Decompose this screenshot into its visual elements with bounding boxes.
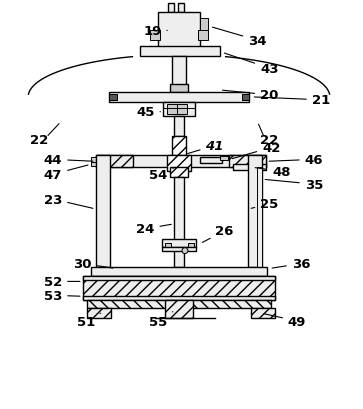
- Text: 54: 54: [149, 168, 175, 181]
- Bar: [109, 94, 117, 101]
- Text: 35: 35: [265, 178, 323, 191]
- Text: 45: 45: [136, 106, 160, 119]
- Text: 41: 41: [188, 139, 224, 154]
- Text: 20: 20: [223, 89, 278, 102]
- Bar: [200, 158, 222, 164]
- Bar: [170, 168, 188, 178]
- Text: 36: 36: [272, 257, 310, 270]
- Bar: [172, 136, 186, 158]
- Bar: [83, 297, 275, 301]
- Bar: [188, 243, 194, 247]
- Bar: [158, 13, 200, 49]
- Bar: [163, 103, 195, 117]
- Bar: [109, 92, 249, 103]
- Circle shape: [182, 248, 188, 254]
- Text: 19: 19: [143, 25, 167, 38]
- Bar: [174, 117, 184, 136]
- Text: 53: 53: [44, 289, 80, 302]
- Bar: [87, 308, 111, 318]
- Text: 52: 52: [44, 275, 80, 288]
- Bar: [140, 47, 220, 57]
- Text: 34: 34: [212, 28, 267, 47]
- Bar: [177, 105, 187, 115]
- Bar: [257, 168, 262, 267]
- Text: 30: 30: [74, 257, 113, 270]
- Bar: [165, 301, 193, 318]
- Bar: [165, 243, 171, 247]
- Text: 24: 24: [136, 223, 171, 236]
- Text: 44: 44: [44, 153, 93, 166]
- Bar: [249, 156, 262, 267]
- Text: 26: 26: [202, 225, 234, 243]
- Bar: [233, 165, 266, 171]
- Bar: [220, 157, 228, 161]
- Bar: [198, 31, 208, 41]
- Bar: [229, 156, 266, 168]
- Bar: [168, 4, 174, 13]
- Bar: [174, 178, 184, 267]
- Bar: [96, 156, 266, 168]
- Bar: [162, 239, 196, 247]
- Bar: [167, 156, 191, 172]
- Bar: [150, 31, 160, 41]
- Text: 48: 48: [255, 165, 290, 178]
- Bar: [200, 19, 208, 31]
- Text: 25: 25: [251, 198, 278, 211]
- Bar: [91, 267, 267, 277]
- Text: 47: 47: [44, 166, 88, 181]
- Text: 46: 46: [269, 153, 323, 166]
- Bar: [96, 156, 110, 267]
- Bar: [83, 277, 275, 281]
- Bar: [91, 158, 99, 164]
- Text: 22: 22: [260, 134, 278, 147]
- Bar: [252, 308, 275, 318]
- Bar: [87, 301, 271, 308]
- Bar: [172, 57, 186, 87]
- Text: 49: 49: [264, 314, 306, 328]
- Text: 55: 55: [149, 312, 173, 328]
- Text: 42: 42: [232, 142, 281, 159]
- Text: 23: 23: [44, 193, 93, 209]
- Text: 22: 22: [30, 134, 48, 147]
- Bar: [178, 4, 184, 13]
- Bar: [241, 94, 249, 101]
- Bar: [162, 247, 196, 251]
- Bar: [96, 156, 133, 168]
- Bar: [170, 85, 188, 92]
- Bar: [91, 163, 99, 167]
- Text: 43: 43: [224, 54, 278, 75]
- Bar: [83, 277, 275, 301]
- Bar: [167, 105, 177, 115]
- Text: 21: 21: [254, 94, 330, 107]
- Text: 51: 51: [77, 313, 101, 328]
